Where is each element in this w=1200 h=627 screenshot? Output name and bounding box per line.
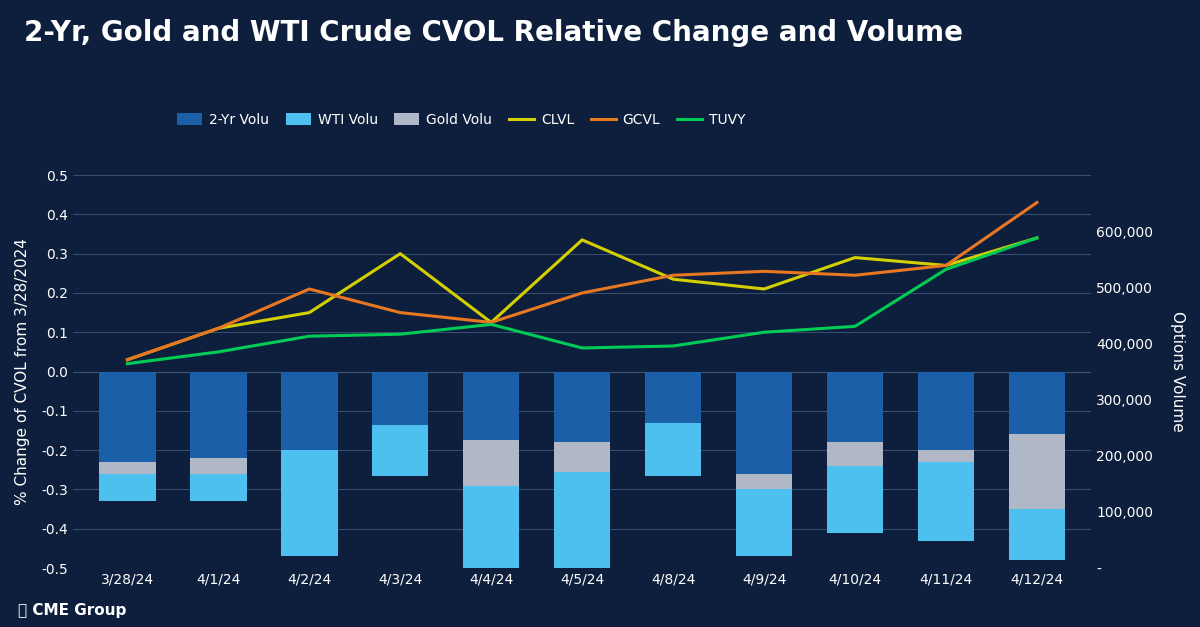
Bar: [736, 490, 792, 556]
Text: 🌐 CME Group: 🌐 CME Group: [18, 603, 126, 618]
Bar: [100, 372, 156, 501]
Bar: [281, 372, 337, 556]
Bar: [372, 424, 428, 476]
Bar: [281, 450, 337, 556]
Bar: [827, 372, 883, 533]
Bar: [918, 462, 974, 540]
Bar: [463, 485, 520, 568]
Bar: [827, 442, 883, 466]
Bar: [1009, 435, 1066, 509]
Text: 2-Yr, Gold and WTI Crude CVOL Relative Change and Volume: 2-Yr, Gold and WTI Crude CVOL Relative C…: [24, 19, 964, 47]
Bar: [736, 372, 792, 556]
Bar: [736, 474, 792, 490]
Bar: [554, 442, 611, 568]
Bar: [1009, 435, 1066, 560]
Bar: [554, 442, 611, 472]
Bar: [827, 442, 883, 533]
Y-axis label: Options Volume: Options Volume: [1170, 311, 1186, 432]
Bar: [100, 474, 156, 501]
Bar: [644, 423, 701, 476]
Bar: [190, 474, 246, 501]
Bar: [554, 372, 611, 568]
Bar: [372, 372, 428, 476]
Bar: [463, 440, 520, 485]
Bar: [918, 372, 974, 540]
Bar: [918, 450, 974, 462]
Bar: [1009, 372, 1066, 560]
Bar: [644, 372, 701, 476]
Y-axis label: % Change of CVOL from 3/28/2024: % Change of CVOL from 3/28/2024: [16, 238, 30, 505]
Bar: [190, 458, 246, 474]
Bar: [463, 372, 520, 568]
Legend: 2-Yr Volu, WTI Volu, Gold Volu, CLVL, GCVL, TUVY: 2-Yr Volu, WTI Volu, Gold Volu, CLVL, GC…: [172, 107, 751, 132]
Bar: [190, 372, 246, 501]
Bar: [100, 462, 156, 474]
